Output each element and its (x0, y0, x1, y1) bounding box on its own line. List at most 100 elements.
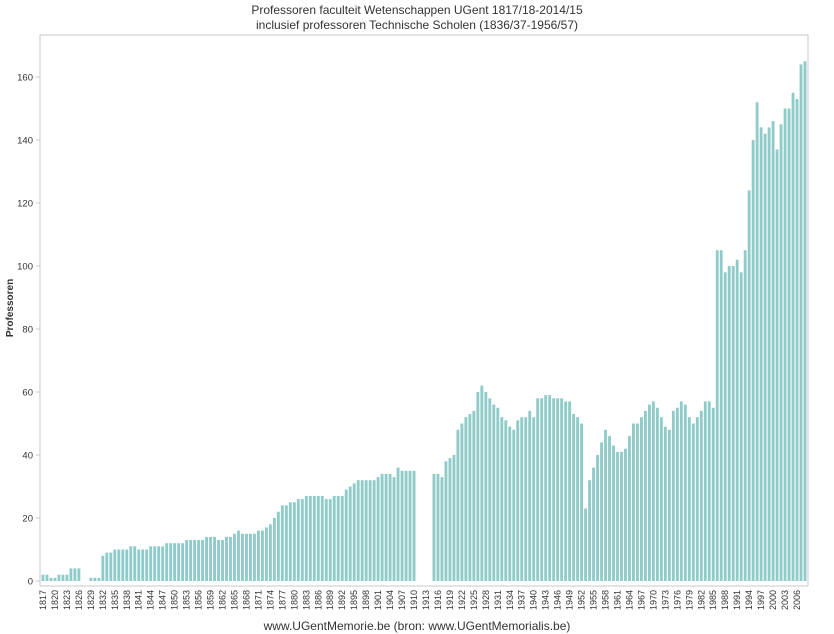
x-tick-label: 1991 (732, 590, 742, 610)
bar: 1833: 9 (105, 552, 109, 581)
bar: 1918: 38 (444, 461, 448, 581)
bar: 1930: 56 (492, 404, 496, 581)
bar: 1881: 26 (296, 499, 300, 581)
bar: 1871: 16 (257, 530, 260, 581)
bar: 1843: 10 (145, 549, 149, 581)
bar: 1991: 102 (735, 259, 739, 581)
x-tick-label: 1946 (553, 590, 563, 610)
bar: 1854: 13 (189, 540, 193, 581)
bar: 1892: 27 (340, 495, 344, 581)
bar: 1950: 53 (572, 414, 576, 581)
bar: 1839: 11 (129, 546, 133, 581)
bar: 1893: 29 (344, 489, 348, 581)
bar: 1817: 2 (41, 574, 45, 581)
bar: 1888: 26 (324, 499, 328, 581)
bar: 1945: 58 (552, 398, 556, 581)
bar: 1886: 27 (316, 495, 320, 581)
bar: 1952: 50 (580, 423, 584, 581)
bar: 1870: 15 (253, 533, 256, 581)
y-tick-label: 120 (17, 199, 33, 210)
bar: 1841: 10 (137, 549, 141, 581)
y-tick-label: 60 (22, 388, 33, 399)
x-tick-label: 1985 (708, 590, 718, 610)
bar: 1883: 27 (304, 495, 308, 581)
x-tick-label: 1958 (601, 590, 611, 610)
y-tick-label: 40 (22, 451, 33, 462)
bar: 1944: 59 (548, 395, 552, 581)
bar: 1994: 124 (747, 190, 751, 581)
bar: 1848: 12 (165, 543, 169, 581)
bar: 1970: 57 (651, 401, 655, 581)
x-tick-label: 1952 (577, 590, 587, 610)
bar: 1979: 52 (687, 417, 691, 581)
bar: 1840: 11 (133, 546, 137, 581)
bar: 1878: 24 (284, 505, 288, 581)
bar: 1983: 57 (703, 401, 707, 581)
bar: 1992: 98 (739, 272, 743, 581)
x-tick-label: 1982 (696, 590, 706, 610)
bar: 1957: 44 (600, 442, 603, 581)
bar: 1928: 60 (484, 392, 488, 581)
bar: 1853: 13 (185, 540, 189, 581)
bar: 1905: 33 (392, 477, 396, 581)
x-tick-label: 1892 (337, 590, 347, 610)
bar: 1876: 22 (276, 511, 280, 581)
bar: 1834: 9 (109, 552, 113, 581)
bar: 1922: 50 (460, 423, 464, 581)
bar: 1889: 26 (328, 499, 332, 581)
bar: 1890: 27 (332, 495, 336, 581)
x-tick-label: 1859 (206, 590, 216, 610)
bar: 2008: 165 (803, 61, 807, 581)
bar: 1857: 13 (201, 540, 205, 581)
x-tick-label: 1907 (397, 590, 407, 610)
x-tick-label: 1862 (218, 590, 228, 610)
bar: 1910: 35 (412, 470, 416, 581)
bar: 1821: 2 (57, 574, 61, 581)
bar: 1937: 52 (520, 417, 524, 581)
bar: 1858: 14 (205, 536, 208, 581)
bar: 1819: 1 (49, 577, 53, 581)
bar: 1987: 105 (719, 250, 723, 581)
bar: 1837: 10 (121, 549, 125, 581)
bar: 2007: 164 (799, 64, 803, 581)
x-tick-label: 1994 (744, 590, 754, 610)
bar: 1974: 48 (667, 429, 671, 581)
bar: 2001: 137 (775, 149, 779, 581)
bar: 1981: 52 (695, 417, 699, 581)
y-tick-label: 20 (22, 514, 33, 525)
bar: 1965: 50 (632, 423, 635, 581)
bar: 1938: 52 (524, 417, 528, 581)
bar: 1850: 12 (173, 543, 177, 581)
bar: 1999: 144 (767, 127, 771, 582)
bar: 1932: 52 (500, 417, 504, 581)
bar: 1887: 27 (320, 495, 324, 581)
bar: 1891: 27 (336, 495, 340, 581)
bar: 1969: 56 (647, 404, 651, 581)
x-tick-label: 2006 (792, 590, 802, 610)
bar: 1995: 140 (751, 140, 755, 581)
bar: 1972: 52 (659, 417, 663, 581)
bar: 2005: 155 (791, 92, 795, 581)
bar: 1990: 100 (731, 266, 735, 581)
bar: 1863: 14 (225, 536, 228, 581)
x-tick-label: 2003 (780, 590, 790, 610)
x-tick-label: 1919 (445, 590, 455, 610)
bar: 1964: 46 (628, 436, 631, 581)
x-tick-label: 1841 (134, 590, 144, 610)
y-tick-label: 140 (17, 136, 33, 147)
bar: 1897: 32 (360, 480, 364, 581)
bar: 1896: 32 (356, 480, 360, 581)
x-tick-label: 1970 (648, 590, 658, 610)
bar: 1947: 58 (560, 398, 564, 581)
x-tick-label: 1898 (361, 590, 371, 610)
bar: 1948: 57 (564, 401, 568, 581)
x-tick-label: 1904 (385, 590, 395, 610)
x-tick-label: 1832 (98, 590, 108, 610)
x-tick-label: 1880 (289, 590, 299, 610)
footer-credit: www.UGentMemorie.be (bron: www.UGentMemo… (263, 619, 571, 633)
bar: 1867: 15 (241, 533, 244, 581)
bar: 1959: 46 (608, 436, 611, 581)
